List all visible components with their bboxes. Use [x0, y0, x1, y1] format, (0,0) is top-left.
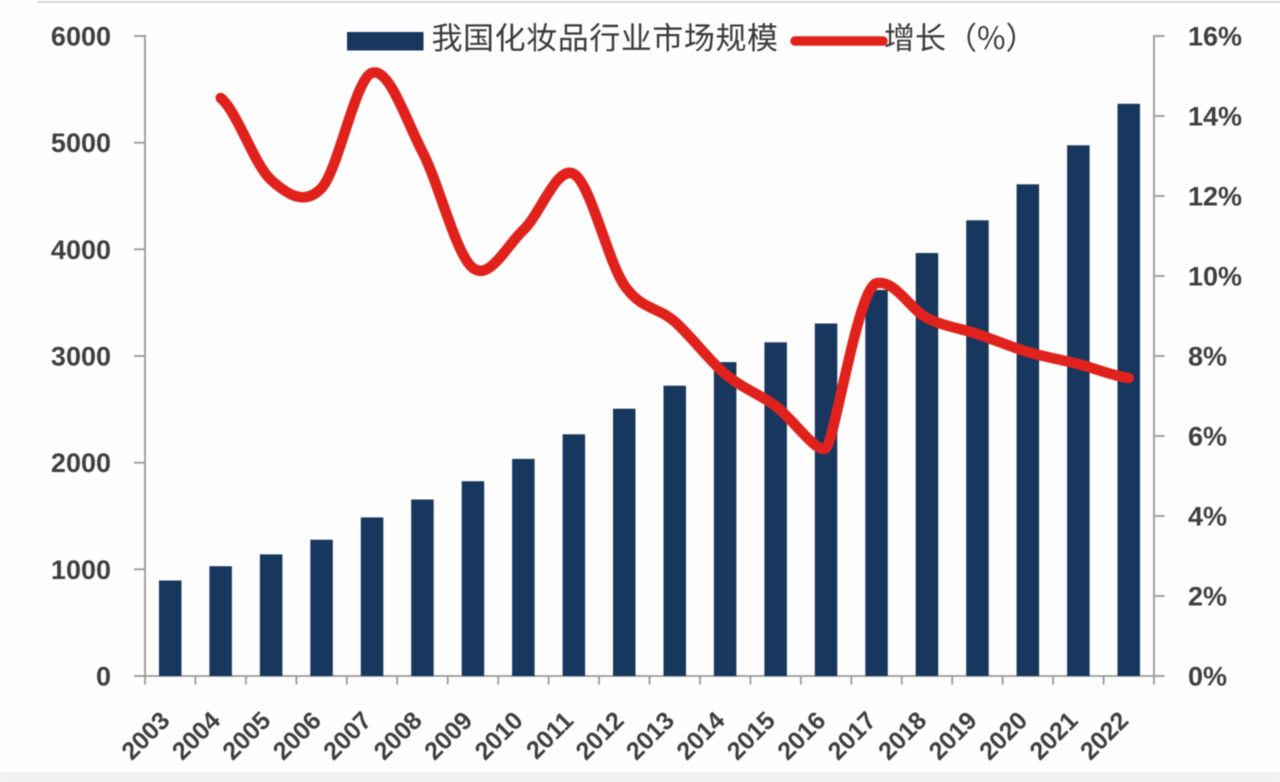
svg-text:1000: 1000 [51, 555, 111, 585]
svg-text:0: 0 [96, 662, 111, 692]
svg-text:12%: 12% [1188, 182, 1242, 212]
svg-text:14%: 14% [1188, 102, 1242, 132]
svg-text:4000: 4000 [51, 235, 111, 265]
svg-text:16%: 16% [1188, 22, 1242, 52]
svg-text:0%: 0% [1188, 662, 1227, 692]
svg-text:8%: 8% [1188, 342, 1227, 372]
svg-text:2000: 2000 [51, 448, 111, 478]
svg-text:4%: 4% [1188, 502, 1227, 532]
svg-text:2%: 2% [1188, 582, 1227, 612]
svg-text:5000: 5000 [51, 128, 111, 158]
svg-text:6%: 6% [1188, 422, 1227, 452]
svg-text:6000: 6000 [51, 22, 111, 52]
svg-text:10%: 10% [1188, 262, 1242, 292]
svg-text:3000: 3000 [51, 342, 111, 372]
